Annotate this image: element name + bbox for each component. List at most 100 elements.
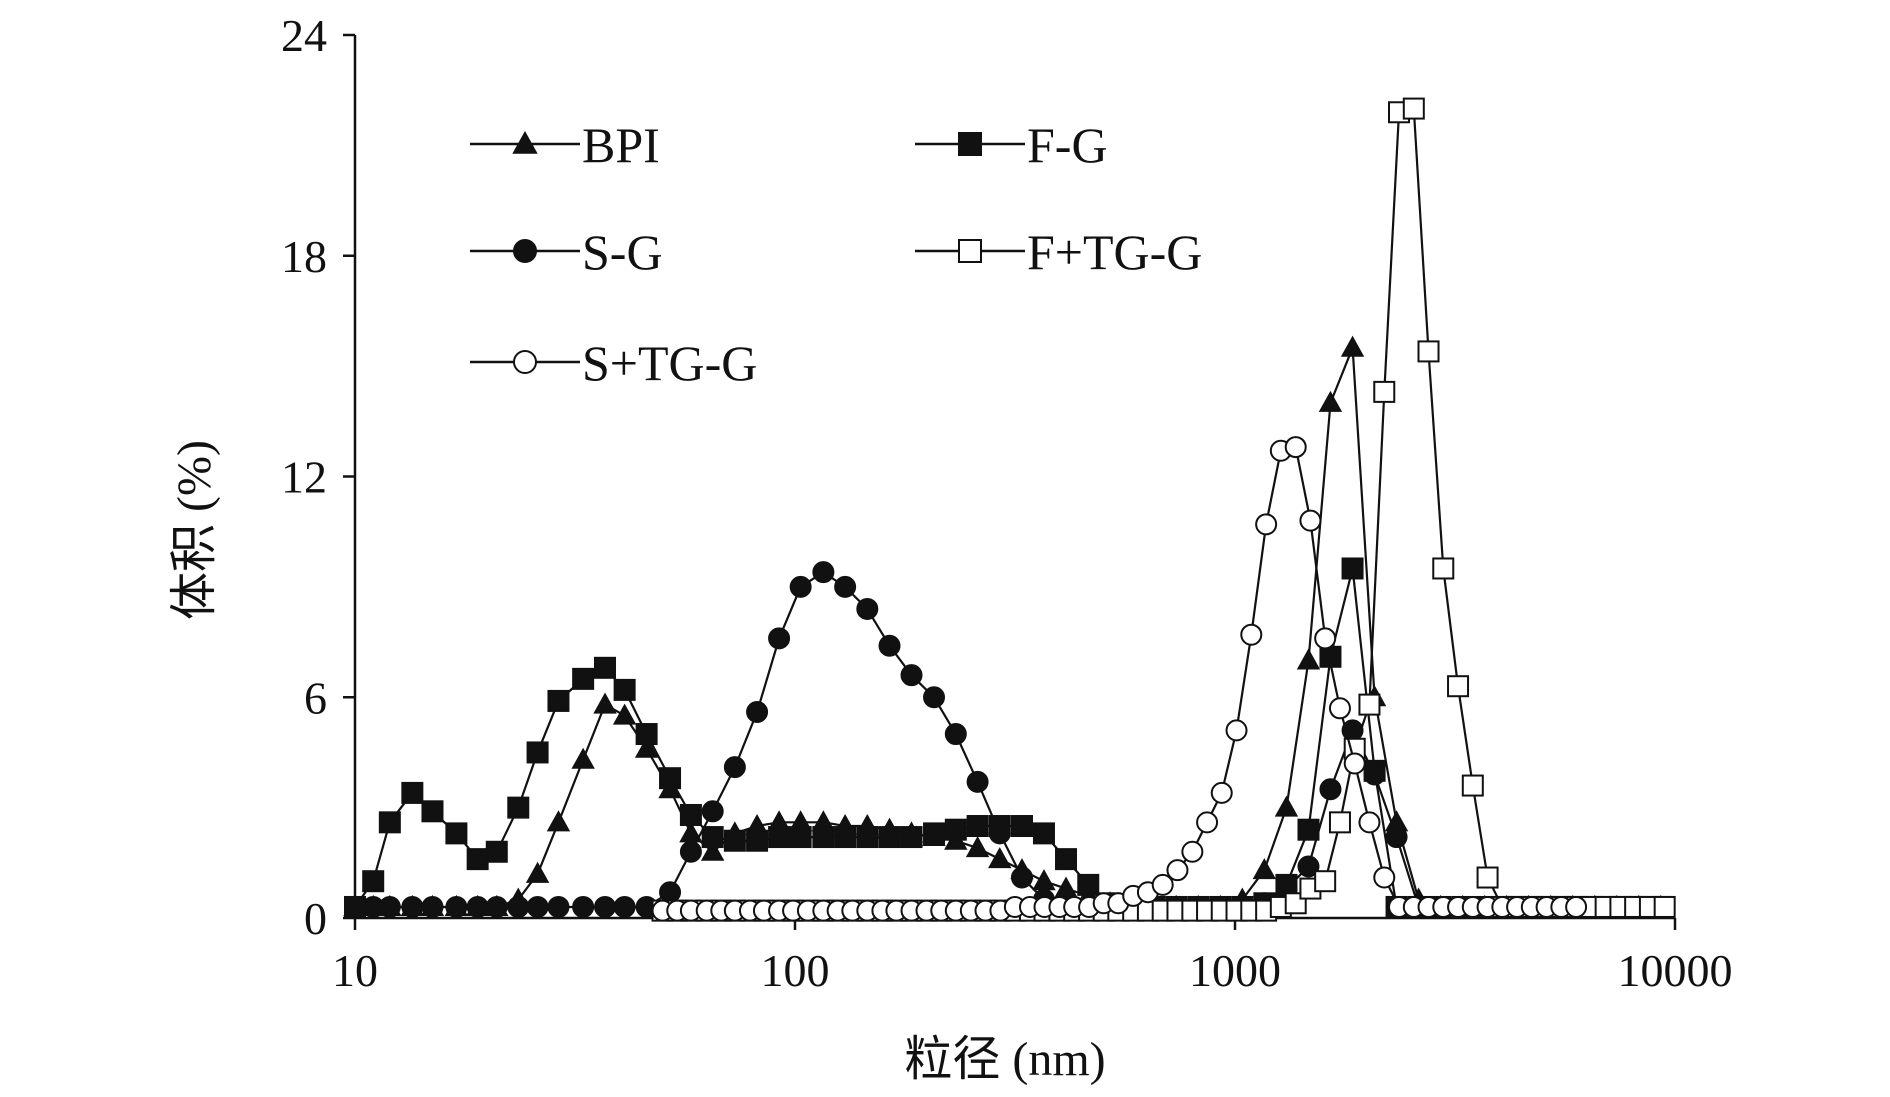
data-point: [700, 839, 725, 861]
data-point: [856, 597, 879, 620]
data-point: [1297, 855, 1320, 878]
data-point: [988, 847, 1012, 869]
data-point: [1010, 866, 1033, 889]
data-point: [789, 826, 812, 849]
data-point: [344, 895, 366, 918]
data-point: [1565, 895, 1588, 918]
data-point: [1151, 873, 1174, 896]
legend-label: F-G: [1027, 117, 1108, 173]
data-point: [1055, 848, 1078, 871]
data-point: [613, 895, 636, 918]
series-f-plus-tg-g: [651, 97, 1676, 922]
data-point: [612, 703, 637, 725]
data-point: [445, 822, 468, 845]
data-point: [1296, 648, 1321, 670]
data-point: [679, 840, 702, 863]
data-point: [1328, 811, 1351, 834]
data-point: [1340, 335, 1365, 357]
legend: BPI F-G S-G F+TG-G S+TG-G: [470, 117, 1202, 391]
data-point: [834, 826, 857, 849]
data-point: [1054, 876, 1078, 898]
data-point: [634, 736, 659, 758]
data-point: [1363, 763, 1386, 786]
legend-item-bpi: BPI: [470, 117, 660, 173]
data-point: [1476, 866, 1499, 889]
data-point: [401, 895, 424, 918]
data-point: [1319, 778, 1342, 801]
legend-marker: [958, 239, 982, 263]
data-point: [723, 756, 746, 779]
data-point: [594, 895, 617, 918]
data-point: [572, 895, 595, 918]
data-point: [812, 561, 835, 584]
x-tick-label: 100: [761, 945, 830, 996]
data-point: [1417, 340, 1440, 363]
data-point: [572, 667, 595, 690]
data-point: [944, 818, 967, 841]
data-point: [746, 829, 769, 852]
series-s-plus-tg-g: [651, 436, 1588, 922]
data-point: [526, 895, 549, 918]
data-point: [1314, 870, 1337, 893]
data-point: [1032, 869, 1056, 891]
data-point: [593, 692, 617, 714]
data-point: [466, 895, 489, 918]
data-point: [856, 826, 879, 849]
data-point: [878, 826, 901, 849]
data-point: [1252, 858, 1277, 880]
data-point: [1653, 895, 1676, 918]
data-point: [613, 678, 636, 701]
legend-item-f-g: F-G: [915, 117, 1108, 173]
data-point: [1166, 859, 1189, 882]
data-point: [789, 575, 812, 598]
x-tick-label: 10000: [1618, 945, 1733, 996]
data-point: [1196, 811, 1219, 834]
data-point: [378, 811, 401, 834]
data-point: [1373, 380, 1396, 403]
data-point: [485, 840, 508, 863]
data-point: [1373, 866, 1396, 889]
data-point: [401, 781, 424, 804]
data-point: [378, 895, 401, 918]
data-point: [1385, 826, 1408, 849]
data-point: [965, 836, 990, 858]
data-point: [966, 770, 989, 793]
data-point: [526, 741, 549, 764]
data-point: [546, 810, 571, 832]
data-point: [966, 815, 989, 838]
data-point: [525, 861, 550, 883]
data-point: [1328, 697, 1351, 720]
data-point: [635, 723, 658, 746]
data-point: [1299, 509, 1322, 532]
data-point: [421, 800, 444, 823]
legend-label: S+TG-G: [582, 335, 757, 391]
data-point: [900, 664, 923, 687]
plot-area: [343, 97, 1676, 922]
data-point: [485, 895, 508, 918]
data-point: [1297, 818, 1320, 841]
legend-marker: [513, 239, 537, 263]
legend-label: S-G: [582, 224, 663, 280]
legend-marker: [512, 130, 538, 154]
data-point: [362, 870, 385, 893]
data-point: [1447, 675, 1470, 698]
data-point: [1077, 873, 1100, 896]
data-point: [1255, 513, 1278, 536]
data-point: [812, 826, 835, 849]
data-point: [900, 826, 923, 849]
data-point: [1318, 390, 1343, 412]
data-point: [1341, 557, 1364, 580]
data-point: [445, 895, 468, 918]
data-point: [1358, 811, 1381, 834]
data-point: [594, 656, 617, 679]
data-point: [1343, 752, 1366, 775]
data-point: [723, 829, 746, 852]
y-axis-title: 体积 (%): [168, 440, 221, 620]
data-point: [944, 723, 967, 746]
data-point: [988, 822, 1011, 845]
y-tick-label: 6: [304, 672, 327, 723]
data-point: [1210, 781, 1233, 804]
data-point: [878, 634, 901, 657]
data-point: [923, 822, 946, 845]
